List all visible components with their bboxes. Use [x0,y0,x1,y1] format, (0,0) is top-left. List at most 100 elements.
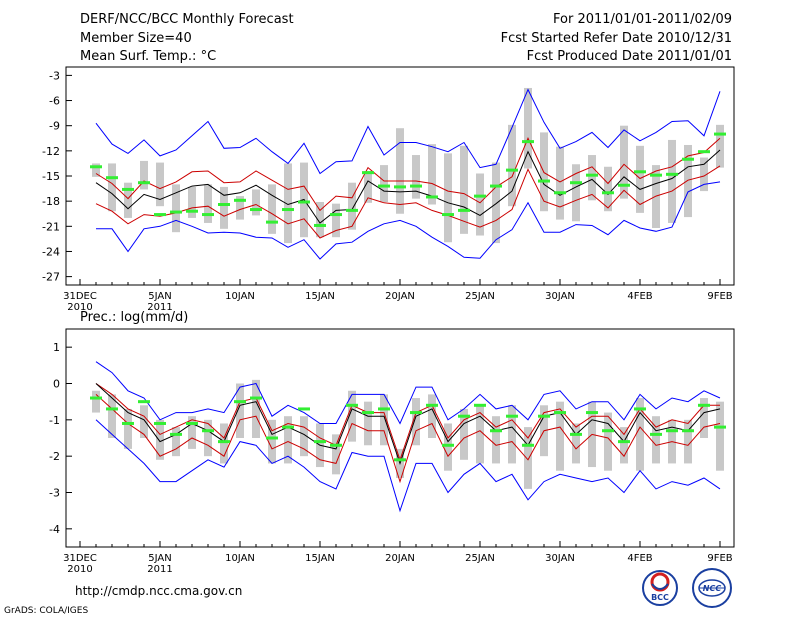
temp-ensemble-mark [122,187,134,191]
temp-x-label: 30JAN [545,291,575,302]
prec-ensemble-mark [186,421,198,425]
prec-observed-bar [348,390,356,442]
temp-observed-bar [204,184,212,223]
started-date-text: Fcst Started Refer Date 2010/12/31 [501,31,732,46]
prec-ensemble-mark [410,411,422,415]
temp-observed-bar [508,124,516,207]
produced-date-text: Fcst Produced Date 2011/01/01 [527,49,732,64]
temp-observed-bar [428,144,436,205]
prec-ensemble-mark [698,403,710,407]
prec-ensemble-mark [346,403,358,407]
temp-observed-bar [364,170,372,203]
temp-ensemble-mark [234,198,246,202]
temp-observed-bar [156,162,164,207]
prec-observed-bar [620,427,628,464]
temp-ensemble-mark [682,157,694,161]
prec-y-tick-label: -2 [49,450,60,463]
prec-observed-bar [364,401,372,446]
temp-ensemble-mark [490,184,502,188]
prec-observed-bar [428,394,436,438]
prec-ensemble-mark [314,440,326,444]
temp-y-tick-label: -24 [42,245,60,258]
prec-observed-bar [140,405,148,438]
temp-observed-bar [604,166,612,212]
url-text[interactable]: http://cmdp.ncc.cma.gov.cn [75,584,242,598]
prec-observed-bar [604,412,612,471]
prec-series-upper [95,383,720,462]
temp-ensemble-mark [282,208,294,212]
temp-ensemble-mark [186,209,198,213]
temp-observed-bar [476,173,484,236]
prec-observed-bar [556,401,564,471]
temp-observed-bar [492,162,500,244]
temp-observed-bar [220,186,228,229]
temp-ensemble-mark [506,168,518,172]
prec-x-label: 25JAN [465,553,495,564]
prec-ensemble-mark [154,421,166,425]
temp-x-label-year: 2010 [67,302,92,313]
temp-observed-bar [124,182,132,218]
prec-ensemble-mark [554,411,566,415]
prec-ensemble-mark [218,440,230,444]
prec-observed-bar [412,398,420,446]
prec-x-label: 9FEB [707,553,732,564]
prec-observed-bar [700,398,708,438]
precipitation-chart: -4 -3 -2 -1 0 1 [49,341,726,547]
prec-x-label: 15JAN [305,553,335,564]
temp-x-label: 15JAN [305,291,335,302]
prec-ensemble-mark [618,440,630,444]
temp-y-tick-label: -12 [42,145,60,158]
prec-ensemble-mark [682,429,694,433]
prec-ensemble-mark [634,407,646,411]
prec-x-label: 10JAN [225,553,255,564]
temp-ensemble-mark [330,213,342,217]
temp-ensemble-mark [570,181,582,185]
temp-ensemble-mark [170,210,182,214]
prec-ensemble-mark [266,436,278,440]
prec-y-tick-label: 0 [53,378,60,391]
temp-series-min [96,181,721,260]
temp-ensemble-mark [554,191,566,195]
prec-ensemble-mark [138,400,150,404]
temp-ensemble-mark [426,195,438,199]
temp-ensemble-mark [618,183,630,187]
temp-observed-bar [268,184,276,234]
prec-observed-bar [476,405,484,464]
prec-ensemble-mark [714,425,726,429]
prec-observed-bar [108,394,116,438]
temp-ensemble-mark [698,150,710,154]
prec-ensemble-mark [330,443,342,447]
temp-x-label: 20JAN [385,291,415,302]
temp-ensemble-mark [522,140,534,144]
prec-observed-bar [380,394,388,446]
prec-ensemble-mark [234,400,246,404]
prec-observed-bar [220,423,228,464]
prec-observed-bar [124,408,132,449]
temp-observed-bar [236,196,244,220]
temp-observed-bar [380,165,388,202]
temp-ensemble-mark [90,165,102,169]
prec-ensemble-mark [522,443,534,447]
prec-ensemble-mark [170,432,182,436]
prec-observed-bar [460,408,468,460]
temp-ensemble-mark [602,191,614,195]
temp-y-tick-label: -27 [42,271,60,284]
temp-observed-bar [412,155,420,199]
prec-observed-bar [572,423,580,464]
temp-observed-bar [668,139,676,223]
temp-ensemble-mark [346,208,358,212]
temp-x-label: 4FEB [627,291,652,302]
prec-ensemble-mark [538,414,550,418]
temp-ensemble-mark [106,176,118,180]
temp-ensemble-mark [362,171,374,175]
temp-y-tick-label: -9 [49,120,60,133]
prec-observed-bar [444,423,452,471]
prec-ensemble-mark [394,458,406,462]
prec-ensemble-mark [202,429,214,433]
temp-observed-bar [252,189,260,216]
prec-x-label: 31DEC [63,553,97,564]
temp-observed-bar [460,145,468,234]
temp-ensemble-mark [218,203,230,207]
temp-y-tick-label: -18 [42,195,60,208]
